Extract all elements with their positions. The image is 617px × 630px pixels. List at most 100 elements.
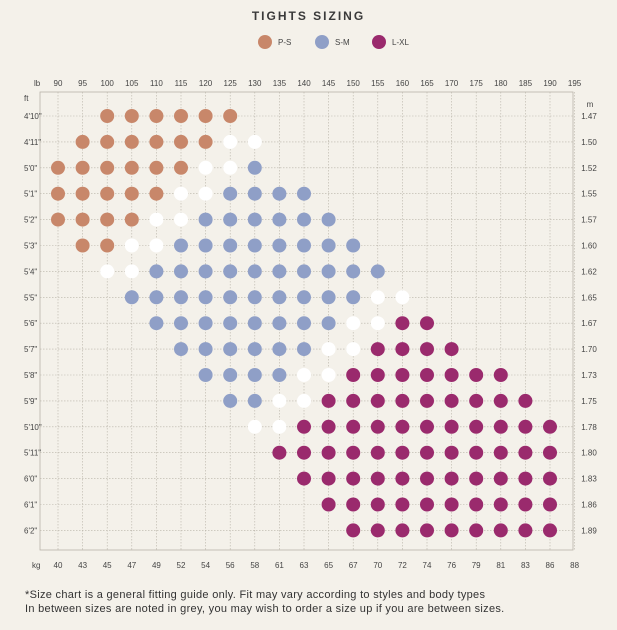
size-dot-l-xl (420, 419, 434, 434)
y-left-tick-label: 5'9" (24, 397, 37, 406)
size-dot-p-s (100, 160, 115, 175)
size-dot-s-m (223, 342, 238, 357)
size-dot-between (370, 290, 385, 305)
size-dot-l-xl (420, 497, 434, 512)
size-dot-p-s (51, 160, 65, 175)
x-top-tick-label: 90 (54, 79, 63, 88)
size-dot-l-xl (444, 523, 459, 538)
x-top-tick-label: 105 (125, 79, 139, 88)
size-dot-s-m (297, 316, 311, 331)
size-dot-between (100, 264, 115, 279)
footnote: *Size chart is a general fitting guide o… (25, 588, 605, 616)
size-dot-p-s (100, 238, 115, 253)
size-dot-between (272, 419, 287, 434)
size-dot-between (223, 134, 238, 149)
sizing-chart: lb 90 95 100 105 110 115 120 125 130 135 140 145 150 1… (24, 79, 597, 570)
size-dot-l-xl (370, 497, 385, 512)
size-dot-p-s (149, 186, 164, 201)
y-left-tick-label: 5'11" (24, 449, 41, 458)
legend-swatch-sm (315, 35, 329, 49)
size-dot-l-xl (469, 523, 484, 538)
size-dot-between (247, 134, 262, 149)
size-dot-l-xl (518, 497, 533, 512)
size-dot-s-m (321, 290, 336, 305)
legend-item-sm: S-M (315, 35, 350, 49)
size-dot-l-xl (297, 419, 311, 434)
size-dot-s-m (272, 290, 287, 305)
x-top-tick-label: 135 (273, 79, 287, 88)
size-dot-p-s (75, 134, 90, 149)
size-dot-l-xl (321, 419, 336, 434)
size-dot-p-s (174, 109, 188, 123)
legend-swatch-ps (258, 35, 272, 49)
size-dot-s-m (272, 316, 287, 331)
size-dot-l-xl (370, 445, 385, 460)
size-dot-p-s (100, 186, 115, 201)
x-top-tick-label: 190 (543, 79, 557, 88)
x-bottom-tick-label: 58 (250, 561, 259, 570)
size-dot-s-m (297, 290, 311, 305)
size-dot-s-m (247, 238, 262, 253)
y-left-tick-label: 5'2" (24, 216, 37, 225)
y-right-tick-label: 1.80 (581, 449, 597, 458)
size-dot-between (346, 316, 361, 331)
size-dot-l-xl (469, 497, 484, 512)
size-dot-s-m (321, 212, 336, 227)
size-dot-s-m (297, 186, 311, 201)
size-dot-l-xl (395, 342, 410, 357)
size-dot-between (395, 290, 410, 305)
legend-label-sm: S-M (335, 37, 350, 47)
size-dot-s-m (223, 212, 238, 227)
x-top-tick-label: 145 (322, 79, 336, 88)
size-dot-between (272, 393, 287, 408)
x-bottom-tick-label: 43 (78, 561, 87, 570)
size-dot-l-xl (469, 471, 484, 486)
x-top-tick-label: 160 (396, 79, 410, 88)
size-dot-s-m (223, 264, 238, 279)
size-dot-s-m (247, 290, 262, 305)
y-right-tick-label: 1.47 (581, 112, 597, 121)
size-dot-s-m (223, 238, 238, 253)
size-dot-l-xl (518, 471, 533, 486)
y-left-tick-label: 5'6" (24, 319, 37, 328)
x-bottom-tick-label: 56 (226, 561, 235, 570)
x-bottom-tick-label: 79 (472, 561, 481, 570)
size-dot-s-m (149, 290, 164, 305)
y-left-tick-label: 5'8" (24, 371, 37, 380)
size-dot-l-xl (370, 471, 385, 486)
size-dot-p-s (149, 160, 164, 175)
size-dot-s-m (247, 186, 262, 201)
size-dot-p-s (149, 134, 164, 149)
x-bottom-tick-label: 72 (398, 561, 407, 570)
size-dot-between (321, 368, 336, 382)
size-dot-l-xl (370, 393, 385, 408)
size-dot-between (346, 342, 361, 357)
y-left-tick-label: 6'1" (24, 501, 37, 510)
size-dot-p-s (174, 134, 188, 149)
size-dot-l-xl (493, 497, 508, 512)
size-dot-s-m (272, 186, 287, 201)
size-dot-l-xl (543, 445, 557, 460)
size-dot-s-m (174, 264, 188, 279)
chart-title: TIGHTS SIZING (251, 9, 366, 23)
size-dot-s-m (272, 238, 287, 253)
x-top-axis-label: lb (34, 79, 41, 88)
size-dot-l-xl (469, 393, 484, 408)
y-left-tick-label: 6'0" (24, 475, 37, 484)
size-dot-p-s (100, 212, 115, 227)
size-dot-l-xl (420, 368, 434, 382)
size-dot-s-m (198, 264, 213, 279)
y-left-tick-label: 5'3" (24, 242, 37, 251)
size-dot-p-s (75, 212, 90, 227)
y-left-tick-label: 5'7" (24, 345, 37, 354)
size-dot-between (149, 212, 164, 227)
size-dot-l-xl (420, 445, 434, 460)
y-right-tick-label: 1.52 (581, 164, 597, 173)
size-dot-s-m (247, 264, 262, 279)
size-dot-l-xl (321, 393, 336, 408)
size-dot-l-xl (395, 393, 410, 408)
size-dot-s-m (346, 290, 361, 305)
size-dot-s-m (321, 316, 336, 331)
size-dot-l-xl (444, 393, 459, 408)
size-dot-l-xl (370, 523, 385, 538)
